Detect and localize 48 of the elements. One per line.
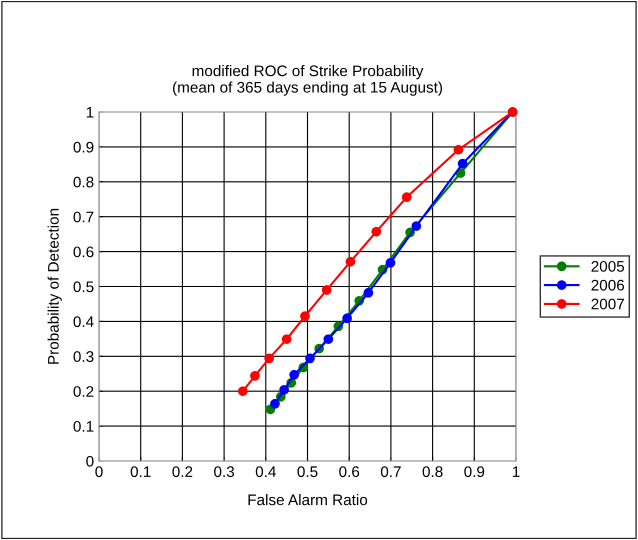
x-tick-label: 0.6 <box>339 466 360 478</box>
point <box>282 334 292 344</box>
point <box>289 370 300 380</box>
y-tick-label: 0.3 <box>74 351 94 362</box>
y-tick-label: 1 <box>86 107 94 118</box>
x-tick-label: 0 <box>95 466 103 478</box>
point <box>386 258 396 268</box>
point <box>300 311 310 322</box>
y-tick-label: 0.7 <box>74 212 94 222</box>
point <box>402 192 412 202</box>
x-tick-label: 0.7 <box>380 466 401 478</box>
x-tick-label: 0.9 <box>464 466 484 478</box>
y-tick-label: 0.2 <box>74 386 94 397</box>
point <box>342 313 352 324</box>
legend-label: 2007 <box>592 298 624 310</box>
point <box>323 334 334 344</box>
x-tick-label: 0.4 <box>256 466 276 478</box>
chart-title: modified ROC of Strike Probability (mean of 365 days ending at 15 August) <box>172 65 442 96</box>
point <box>279 384 290 395</box>
point <box>322 285 332 295</box>
x-tick-label: 0.3 <box>214 466 234 478</box>
x-tick-label: 0.5 <box>297 466 318 478</box>
y-tick-label: 0.1 <box>74 420 94 432</box>
point <box>411 221 422 231</box>
point <box>458 158 468 169</box>
point <box>364 288 374 298</box>
point <box>454 144 464 155</box>
y-tick-label: 0.4 <box>74 316 94 328</box>
y-tick-label: 0.9 <box>74 142 94 153</box>
point <box>264 354 274 364</box>
x-tick-label: 0.2 <box>172 466 192 478</box>
legend-label: 2006 <box>592 280 624 291</box>
y-tick-label: 0.6 <box>74 246 94 258</box>
y-tick-label: 0.8 <box>74 176 94 188</box>
y-axis-title: Probability of Detection <box>48 208 62 364</box>
x-tick-label: 1 <box>512 466 520 477</box>
x-tick-label: 0.1 <box>130 466 151 478</box>
point <box>346 256 356 267</box>
y-tick-label: 0.5 <box>74 281 94 292</box>
y-tick-label: 0 <box>86 456 94 467</box>
point <box>250 370 260 381</box>
point <box>238 386 248 396</box>
x-tick-label: 0.8 <box>422 466 443 478</box>
point <box>270 398 280 409</box>
point <box>305 354 315 364</box>
point <box>371 226 382 237</box>
legend-label: 2005 <box>592 260 624 272</box>
x-axis-title: False Alarm Ratio <box>248 494 368 506</box>
